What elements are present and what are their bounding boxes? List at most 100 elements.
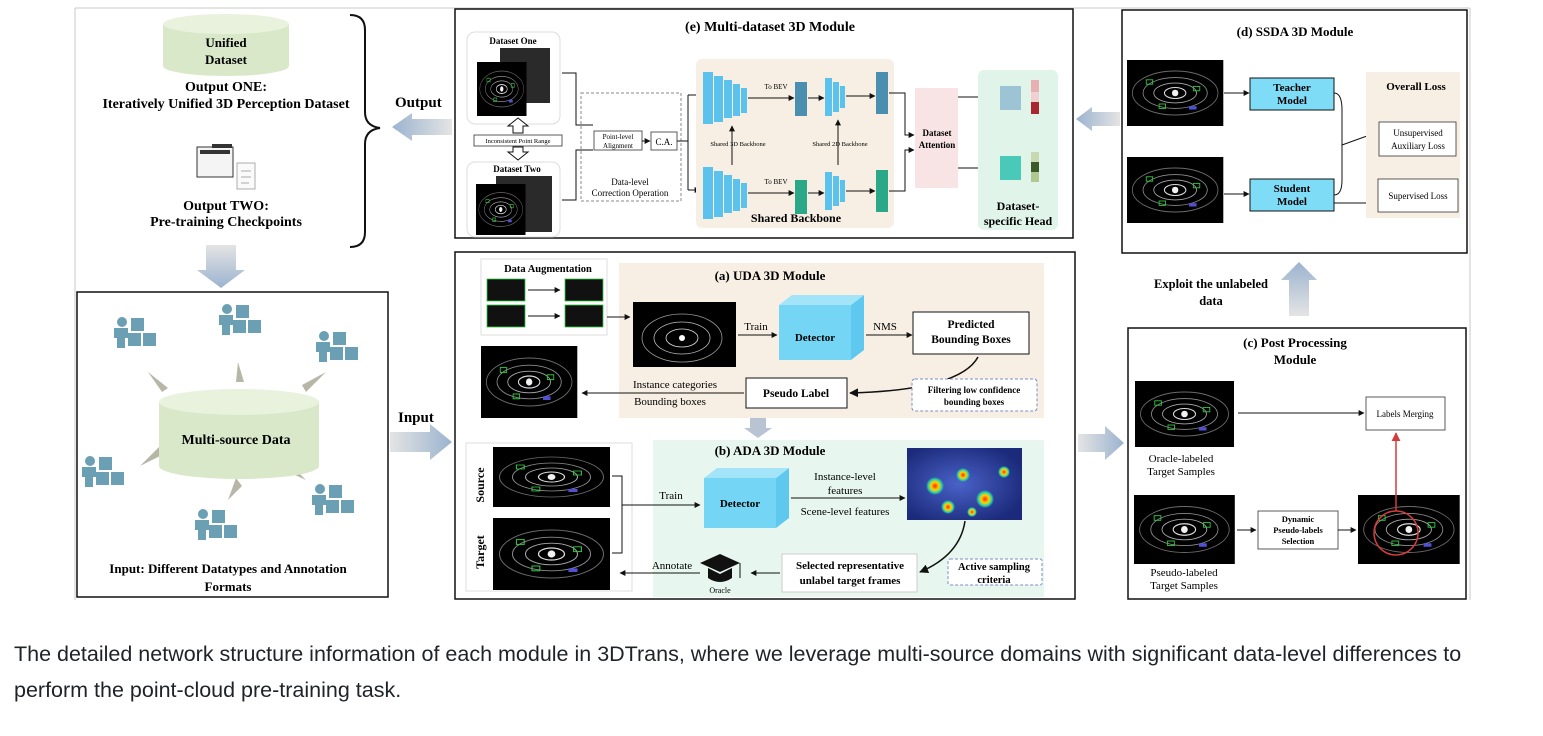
pseudo-label-box <box>745 377 848 409</box>
predicted-boxes <box>912 311 1030 355</box>
point-level-1: Point-level <box>603 133 634 141</box>
filter-box <box>911 378 1038 412</box>
cylinder-label-2: Dataset <box>205 52 248 67</box>
figure-caption: The detailed network structure informati… <box>14 642 1462 702</box>
attention-2: Attention <box>919 140 956 150</box>
output-brace <box>349 14 381 248</box>
target-label: Target <box>473 535 487 569</box>
point-cloud-image <box>1133 494 1236 565</box>
source-label: Source <box>473 467 487 503</box>
student-1: Student <box>1274 183 1311 195</box>
to-bev-bottom: To BEV <box>764 178 787 186</box>
module-a: (a) UDA 3D Module Data Augmentation Trai… <box>480 258 1044 438</box>
uda-detector <box>779 305 851 360</box>
output-arrow <box>392 113 452 141</box>
data-aug-label: Data Augmentation <box>504 264 592 275</box>
module-b: (b) ADA 3D Module Source Target Train De… <box>465 440 1044 597</box>
ca-label: C.A. <box>655 137 672 147</box>
nms-label: NMS <box>873 321 897 333</box>
dataset-attention-box <box>915 88 958 188</box>
shared-3d-label: Shared 3D Backbone <box>710 141 765 148</box>
folder-icon <box>196 144 234 178</box>
student-model <box>1249 178 1335 212</box>
pseudo-label: Pseudo Label <box>763 388 829 400</box>
module-c: (c) Post Processing Module Oracle-labele… <box>1127 327 1467 600</box>
input-label: Input <box>398 410 434 426</box>
exploit-arrow <box>1281 262 1317 316</box>
active-1: Active sampling <box>958 562 1031 573</box>
selected-1: Selected representative <box>796 560 904 572</box>
dynamic-1: Dynamic <box>1282 514 1315 524</box>
exploit-2: data <box>1199 294 1223 308</box>
point-cloud-image <box>1126 156 1224 224</box>
to-c-arrow <box>1078 426 1124 460</box>
bounding-boxes: Bounding boxes <box>634 396 706 408</box>
input-section: Multi-source Data Input: Different Datat… <box>76 291 452 598</box>
uda-train: Train <box>744 321 768 333</box>
filter-1: Filtering low confidence <box>928 385 1020 395</box>
module-c-title-1: (c) Post Processing <box>1243 335 1347 350</box>
output-one-desc: Iteratively Unified 3D Perception Datase… <box>102 97 349 112</box>
point-level-2: Alignment <box>603 142 633 150</box>
dataset-two-label: Dataset Two <box>493 164 541 174</box>
data-level-2: Correction Operation <box>592 188 669 198</box>
module-a-title: (a) UDA 3D Module <box>715 268 826 283</box>
ada-train: Train <box>659 490 683 502</box>
to-bev-top: To BEV <box>764 83 787 91</box>
head-2: specific Head <box>984 214 1053 228</box>
multi-source-label: Multi-source Data <box>182 433 291 448</box>
uda-detector-label: Detector <box>795 332 835 344</box>
output-two-desc: Pre-training Checkpoints <box>150 215 302 230</box>
module-e-title: (e) Multi-dataset 3D Module <box>685 20 855 35</box>
dynamic-2: Pseudo-labels <box>1273 525 1323 535</box>
module-c-title-2: Module <box>1274 352 1317 367</box>
input-caption-2: Formats <box>205 579 252 594</box>
shared-backbone-label: Shared Backbone <box>751 211 842 225</box>
point-cloud-image <box>1126 59 1224 127</box>
point-cloud-image <box>475 183 526 236</box>
selected-frames-box <box>781 553 918 593</box>
output-two-title: Output TWO: <box>183 199 269 214</box>
teacher-2: Model <box>1277 95 1307 107</box>
active-2: criteria <box>977 575 1011 586</box>
point-cloud-image <box>492 446 611 508</box>
point-cloud-image <box>476 61 527 117</box>
ada-detector <box>704 478 776 528</box>
input-caption-1: Input: Different Datatypes and Annotatio… <box>109 561 347 576</box>
dynamic-selection-box <box>1257 510 1339 550</box>
point-cloud-image <box>492 517 611 591</box>
student-2: Model <box>1277 196 1307 208</box>
dataset-one-label: Dataset One <box>489 36 536 46</box>
point-cloud-image <box>480 345 578 419</box>
document-icon <box>236 162 256 190</box>
module-e: (e) Multi-dataset 3D Module Dataset One … <box>454 8 1074 239</box>
head-1: Dataset- <box>997 199 1040 213</box>
filter-2: bounding boxes <box>944 397 1005 407</box>
pseudo-samples-1: Pseudo-labeled <box>1150 567 1218 579</box>
unified-dataset-cylinder: Unified Dataset <box>163 14 289 76</box>
point-cloud-image <box>633 302 736 367</box>
cylinder-label-1: Unified <box>205 35 247 50</box>
inconsistent-range: Inconsistent Point Range <box>486 138 551 145</box>
overall-loss: Overall Loss <box>1386 81 1446 93</box>
data-level-1: Data-level <box>611 177 649 187</box>
dynamic-3: Selection <box>1282 536 1315 546</box>
multi-source-cylinder: Multi-source Data <box>159 389 319 479</box>
input-arrow <box>390 424 452 460</box>
labels-merging: Labels Merging <box>1376 409 1434 419</box>
point-cloud-image <box>1134 380 1235 448</box>
down-arrow <box>197 245 245 288</box>
attention-1: Dataset <box>923 128 952 138</box>
unsup-1: Unsupervised <box>1393 128 1443 138</box>
instance-1: Instance-level <box>814 471 876 483</box>
heatmap-image <box>907 448 1022 520</box>
scene-level: Scene-level features <box>801 506 890 518</box>
module-d: (d) SSDA 3D Module Teacher Model Student… <box>1121 9 1468 254</box>
blue-layers <box>703 72 845 219</box>
oracle-samples-1: Oracle-labeled <box>1149 453 1214 465</box>
output-section: Unified Dataset Output ONE: Iteratively … <box>102 14 452 288</box>
predicted-1: Predicted <box>947 319 995 331</box>
output-one-title: Output ONE: <box>185 80 267 95</box>
shared-2d-label: Shared 2D Backbone <box>812 141 867 148</box>
graduation-cap-icon <box>700 554 741 582</box>
